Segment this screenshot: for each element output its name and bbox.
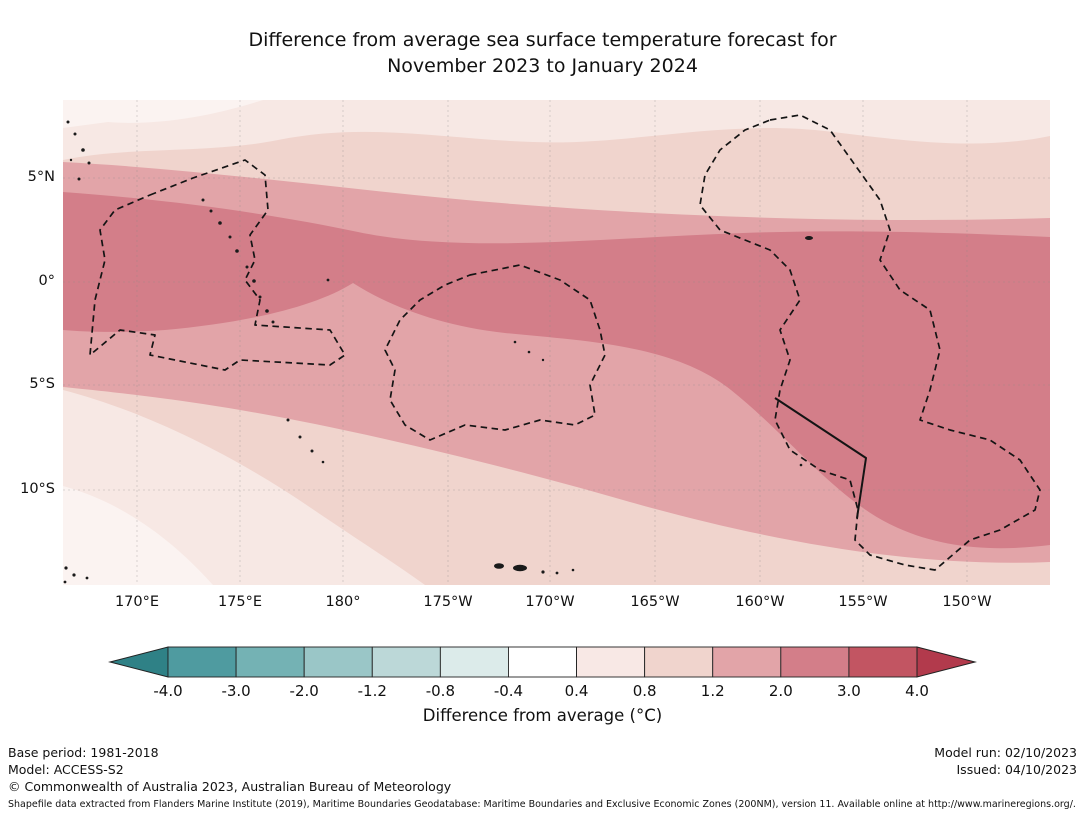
base-period-text: Base period: 1981-2018 bbox=[8, 745, 159, 760]
colorbar-tick-label: 0.8 bbox=[632, 682, 657, 700]
footer-left: Base period: 1981-2018 Model: ACCESS-S2 … bbox=[8, 744, 451, 795]
x-tick-label: 155°W bbox=[838, 594, 888, 610]
band-0.4-0.8-north bbox=[63, 100, 1050, 160]
colorbar-tick-label: -4.0 bbox=[153, 682, 183, 700]
colorbar-tick-label: 4.0 bbox=[905, 682, 929, 700]
colorbar-caption: Difference from average (°C) bbox=[422, 706, 663, 725]
sst-anomaly-map bbox=[63, 100, 1050, 585]
x-tick-label: 175°E bbox=[217, 594, 263, 610]
colorbar: -4.0 -3.0 -2.0 -1.2 -0.8 -0.4 0.4 0.8 1.2 2.0 3.0 4… bbox=[100, 646, 985, 708]
x-tick-label: 165°W bbox=[630, 594, 680, 610]
graticule-gridlines bbox=[63, 100, 1050, 585]
band-neutral-northwest bbox=[63, 100, 263, 128]
eez-boundary-phoenix-islands bbox=[384, 264, 606, 441]
colorbar-segment bbox=[439, 646, 509, 678]
page-title-line2: November 2023 to January 2024 bbox=[387, 54, 698, 77]
colorbar-segment bbox=[644, 646, 714, 678]
colorbar-tick-label: 2.0 bbox=[768, 682, 793, 700]
sst-anomaly-map-canvas bbox=[63, 100, 1050, 585]
band-neutral-southwest-corner bbox=[63, 486, 213, 585]
colorbar-tick-label: -1.2 bbox=[357, 682, 387, 700]
y-tick-label: 10°S bbox=[20, 481, 55, 497]
colorbar-tick-label: -2.0 bbox=[289, 682, 319, 700]
copyright-text: © Commonwealth of Australia 2023, Austra… bbox=[8, 779, 452, 794]
x-tick-label: 170°E bbox=[114, 594, 160, 610]
colorbar-segment bbox=[303, 646, 373, 678]
colorbar-segment bbox=[780, 646, 850, 678]
eez-boundary-gilbert-islands bbox=[89, 159, 346, 371]
colorbar-segment bbox=[235, 646, 305, 678]
colorbar-tick-label: -0.8 bbox=[425, 682, 455, 700]
colorbar-segment bbox=[712, 646, 782, 678]
model-text: Model: ACCESS-S2 bbox=[8, 762, 124, 777]
x-tick-label: 180° bbox=[325, 594, 361, 610]
colorbar-segment bbox=[508, 646, 577, 678]
colorbar-tick-label: 0.4 bbox=[564, 682, 589, 700]
colorbar-segment bbox=[371, 646, 441, 678]
page-title: Difference from average sea surface temp… bbox=[0, 28, 1085, 79]
colorbar-segment bbox=[848, 646, 918, 678]
y-tick-label: 5°S bbox=[29, 376, 55, 392]
colorbar-tick-label: -0.4 bbox=[493, 682, 524, 700]
islands bbox=[63, 120, 813, 584]
colorbar-canvas bbox=[108, 646, 977, 678]
issued-text: Issued: 04/10/2023 bbox=[956, 762, 1078, 777]
x-tick-label: 175°W bbox=[423, 594, 473, 610]
y-tick-label: 5°N bbox=[27, 169, 55, 185]
colorbar-tick-label: 3.0 bbox=[836, 682, 861, 700]
x-tick-label: 170°W bbox=[525, 594, 575, 610]
footer-right: Model run: 02/10/2023 Issued: 04/10/2023 bbox=[934, 744, 1077, 778]
eez-boundary-solid-segment bbox=[774, 397, 867, 519]
colorbar-under-arrow bbox=[108, 646, 169, 678]
band-2.0-3.0-equatorial bbox=[63, 192, 1050, 549]
eez-boundary-line-islands bbox=[699, 114, 1041, 571]
colorbar-segment bbox=[576, 646, 646, 678]
page-title-line1: Difference from average sea surface temp… bbox=[248, 29, 837, 51]
model-run-text: Model run: 02/10/2023 bbox=[934, 745, 1077, 760]
colorbar-over-arrow bbox=[916, 646, 977, 678]
shapefile-attribution-text: Shapefile data extracted from Flanders M… bbox=[8, 799, 1076, 810]
x-tick-label: 150°W bbox=[942, 594, 992, 610]
colorbar-tick-label: -3.0 bbox=[221, 682, 251, 700]
x-tick-label: 160°W bbox=[735, 594, 785, 610]
y-tick-label: 0° bbox=[38, 273, 55, 289]
colorbar-segment bbox=[167, 646, 237, 678]
colorbar-tick-label: 1.2 bbox=[700, 682, 725, 700]
